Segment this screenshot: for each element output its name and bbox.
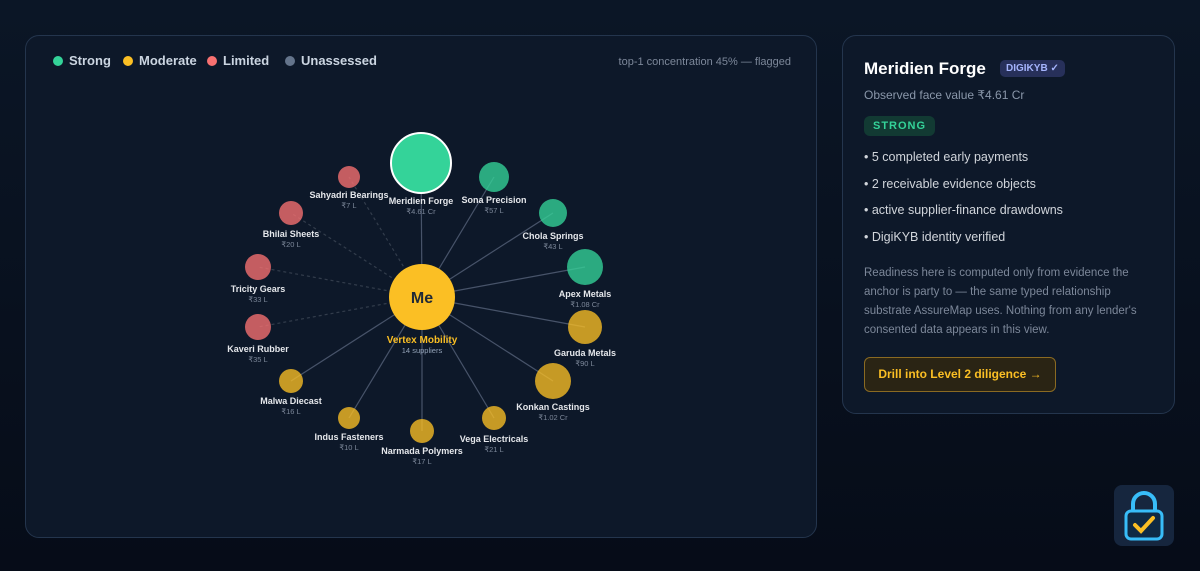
detail-title: Meridien Forge xyxy=(864,59,986,78)
supplier-value: ₹4.61 Cr xyxy=(406,207,436,216)
supplier-value: ₹7 L xyxy=(341,201,356,210)
supplier-node xyxy=(338,407,360,429)
supplier-value: ₹20 L xyxy=(281,240,300,249)
supplier-name: Apex Metals xyxy=(559,289,612,299)
supplier-name: Vega Electricals xyxy=(460,434,529,444)
legend-dot xyxy=(123,56,133,66)
legend-dot xyxy=(53,56,63,66)
bullet: • active supplier-finance drawdowns xyxy=(864,203,1063,218)
legend-dot xyxy=(285,56,295,66)
bullet: • DigiKYB identity verified xyxy=(864,230,1006,245)
legend-label: Limited xyxy=(223,53,269,68)
supplier-value: ₹16 L xyxy=(281,407,300,416)
supplier-value: ₹33 L xyxy=(248,295,267,304)
supplier-value: ₹1.02 Cr xyxy=(538,413,568,422)
center-sub: 14 suppliers xyxy=(402,346,443,355)
supplier-node xyxy=(410,419,434,443)
edge xyxy=(257,296,423,328)
note: Readiness here is computed only from evi… xyxy=(864,267,1137,336)
supplier-name: Indus Fasteners xyxy=(314,432,383,442)
supplier-name: Narmada Polymers xyxy=(381,446,463,456)
face-value: Observed face value ₹4.61 Cr xyxy=(864,88,1025,102)
bullet: • 5 completed early payments xyxy=(864,150,1029,164)
legend-label: Unassessed xyxy=(301,53,377,68)
supplier-name: Chola Springs xyxy=(522,231,583,241)
bullet: • 2 receivable evidence objects xyxy=(864,176,1036,191)
supplier-value: ₹17 L xyxy=(412,457,431,466)
legend-label: Strong xyxy=(69,53,111,68)
concentration-note: top-1 concentration 45% — flagged xyxy=(619,56,791,68)
supplier-value: ₹1.08 Cr xyxy=(570,300,600,309)
supplier-value: ₹57 L xyxy=(484,206,503,215)
supplier-node xyxy=(482,406,506,430)
supplier-node xyxy=(479,162,509,192)
network-panel: Strong Moderate Limited Unassessed top-1 con… xyxy=(25,35,817,538)
supplier-node xyxy=(338,166,360,188)
supplier-node xyxy=(245,254,271,280)
supplier-value: ₹10 L xyxy=(339,443,358,452)
supplier-name: Meridien Forge xyxy=(389,196,454,206)
center-node xyxy=(389,264,455,330)
supplier-name: Garuda Metals xyxy=(554,348,616,358)
drill-button[interactable]: Drill into Level 2 diligence → xyxy=(864,357,1056,392)
supplier-node xyxy=(279,369,303,393)
supplier-node xyxy=(390,132,452,194)
detail-panel: Meridien Forge DIGIKYB ✓ Observed face v… xyxy=(842,35,1175,414)
legend-label: Moderate xyxy=(139,53,197,68)
legend-dot xyxy=(207,56,217,66)
supplier-value: ₹43 L xyxy=(543,242,562,251)
supplier-node xyxy=(568,310,602,344)
lock-icon xyxy=(1114,485,1174,546)
supplier-name: Bhilai Sheets xyxy=(263,229,320,239)
center-name: Vertex Mobility xyxy=(387,335,458,346)
nodes: Meridien Forge₹4.61 Cr Sona Precision₹57 … xyxy=(227,132,616,466)
network: Strong Moderate Limited Unassessed top-1 con… xyxy=(53,53,791,466)
supplier-name: Konkan Castings xyxy=(516,402,590,412)
supplier-value: ₹90 L xyxy=(575,359,594,368)
supplier-value: ₹35 L xyxy=(248,355,267,364)
supplier-name: Sona Precision xyxy=(461,195,526,205)
supplier-name: Sahyadri Bearings xyxy=(309,190,388,200)
supplier-name: Malwa Diecast xyxy=(260,396,322,406)
edge xyxy=(257,266,423,298)
rating-badge: STRONG xyxy=(864,116,936,136)
lock-graphic xyxy=(1124,491,1164,541)
kyb-badge: DIGIKYB ✓ xyxy=(1000,60,1065,77)
center-label: Me xyxy=(411,290,433,307)
supplier-name: Tricity Gears xyxy=(231,284,286,294)
supplier-value: ₹21 L xyxy=(484,445,503,454)
supplier-name: Kaveri Rubber xyxy=(227,344,289,354)
supplier-node xyxy=(245,314,271,340)
supplier-node xyxy=(567,249,603,285)
supplier-node xyxy=(535,363,571,399)
supplier-node xyxy=(539,199,567,227)
supplier-node xyxy=(279,201,303,225)
